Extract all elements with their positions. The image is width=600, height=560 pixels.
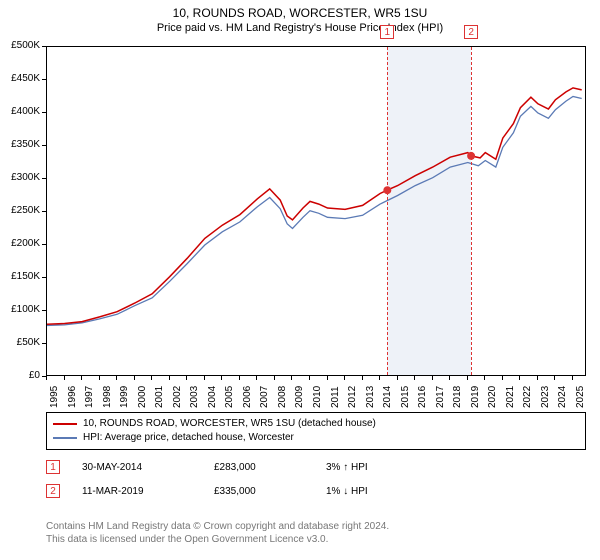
x-axis-tick-label: 1996 (67, 386, 78, 408)
y-axis-tick-label: £350K (0, 139, 40, 150)
x-axis-tick-label: 2007 (259, 386, 270, 408)
legend-swatch (53, 423, 77, 425)
x-axis-tick-label: 2006 (242, 386, 253, 408)
y-axis-tick-label: £250K (0, 205, 40, 216)
series-line-property (47, 88, 582, 324)
x-axis-tick-label: 2003 (189, 386, 200, 408)
x-axis-tick-label: 2008 (277, 386, 288, 408)
x-axis-tick-label: 2011 (330, 386, 341, 408)
x-axis-tick-label: 2015 (400, 386, 411, 408)
sale-detail-row-1: 1 30-MAY-2014 £283,000 3% ↑ HPI (46, 460, 586, 474)
x-axis-tick-label: 2010 (312, 386, 323, 408)
x-axis-tick-label: 2022 (522, 386, 533, 408)
sale-marker-line-2 (471, 47, 472, 375)
sale-detail-hpi-delta: 1% ↓ HPI (326, 486, 368, 497)
y-axis-tick-label: £50K (0, 337, 40, 348)
x-axis-tick-label: 2016 (417, 386, 428, 408)
x-axis-tick-label: 2021 (505, 386, 516, 408)
x-axis-tick-label: 2023 (540, 386, 551, 408)
chart-svg (47, 47, 585, 375)
sale-detail-date: 30-MAY-2014 (82, 462, 192, 473)
series-line-hpi (47, 97, 582, 326)
x-axis-tick-label: 2004 (207, 386, 218, 408)
sale-marker-line-1 (387, 47, 388, 375)
x-axis-tick-label: 2020 (487, 386, 498, 408)
chart-title: 10, ROUNDS ROAD, WORCESTER, WR5 1SU (0, 0, 600, 20)
y-axis-tick-label: £300K (0, 172, 40, 183)
x-axis-tick-label: 2002 (172, 386, 183, 408)
y-axis-tick-label: £0 (0, 370, 40, 381)
footer-attribution: Contains HM Land Registry data © Crown c… (46, 520, 586, 546)
legend-label: 10, ROUNDS ROAD, WORCESTER, WR5 1SU (det… (83, 417, 376, 431)
x-axis-tick-label: 2005 (224, 386, 235, 408)
x-axis-tick-label: 2019 (470, 386, 481, 408)
y-axis-tick-label: £200K (0, 238, 40, 249)
sale-detail-hpi-delta: 3% ↑ HPI (326, 462, 368, 473)
x-axis-tick-label: 2012 (347, 386, 358, 408)
x-axis-tick-label: 2001 (154, 386, 165, 408)
x-axis-tick-label: 2024 (557, 386, 568, 408)
footer-line-2: This data is licensed under the Open Gov… (46, 533, 586, 546)
y-axis-tick-label: £100K (0, 304, 40, 315)
x-axis-tick-label: 2013 (365, 386, 376, 408)
y-axis-tick-label: £450K (0, 73, 40, 84)
sale-detail-price: £283,000 (214, 462, 304, 473)
y-axis-tick-label: £500K (0, 40, 40, 51)
legend-label: HPI: Average price, detached house, Worc… (83, 431, 294, 445)
chart-subtitle: Price paid vs. HM Land Registry's House … (0, 20, 600, 38)
x-axis-tick-label: 2014 (382, 386, 393, 408)
legend-row: 10, ROUNDS ROAD, WORCESTER, WR5 1SU (det… (53, 417, 579, 431)
sale-marker-badge-2: 2 (464, 25, 478, 39)
x-axis-tick-label: 1995 (49, 386, 60, 408)
x-axis-tick-label: 1998 (102, 386, 113, 408)
x-axis-tick-label: 1999 (119, 386, 130, 408)
sale-detail-badge: 2 (46, 484, 60, 498)
legend-box: 10, ROUNDS ROAD, WORCESTER, WR5 1SU (det… (46, 412, 586, 450)
sale-marker-badge-1: 1 (380, 25, 394, 39)
y-axis-tick-label: £150K (0, 271, 40, 282)
sale-detail-date: 11-MAR-2019 (82, 486, 192, 497)
legend-row: HPI: Average price, detached house, Worc… (53, 431, 579, 445)
footer-line-1: Contains HM Land Registry data © Crown c… (46, 520, 586, 533)
x-axis-tick-label: 2018 (452, 386, 463, 408)
x-axis-tick-label: 2000 (137, 386, 148, 408)
x-axis-tick-label: 2017 (435, 386, 446, 408)
x-axis-tick-label: 1997 (84, 386, 95, 408)
sale-detail-badge: 1 (46, 460, 60, 474)
legend-swatch (53, 437, 77, 439)
x-axis-tick-label: 2025 (575, 386, 586, 408)
sale-detail-price: £335,000 (214, 486, 304, 497)
sale-detail-row-2: 2 11-MAR-2019 £335,000 1% ↓ HPI (46, 484, 586, 498)
chart-plot-area: 12 (46, 46, 586, 376)
x-axis-tick-label: 2009 (294, 386, 305, 408)
y-axis-tick-label: £400K (0, 106, 40, 117)
